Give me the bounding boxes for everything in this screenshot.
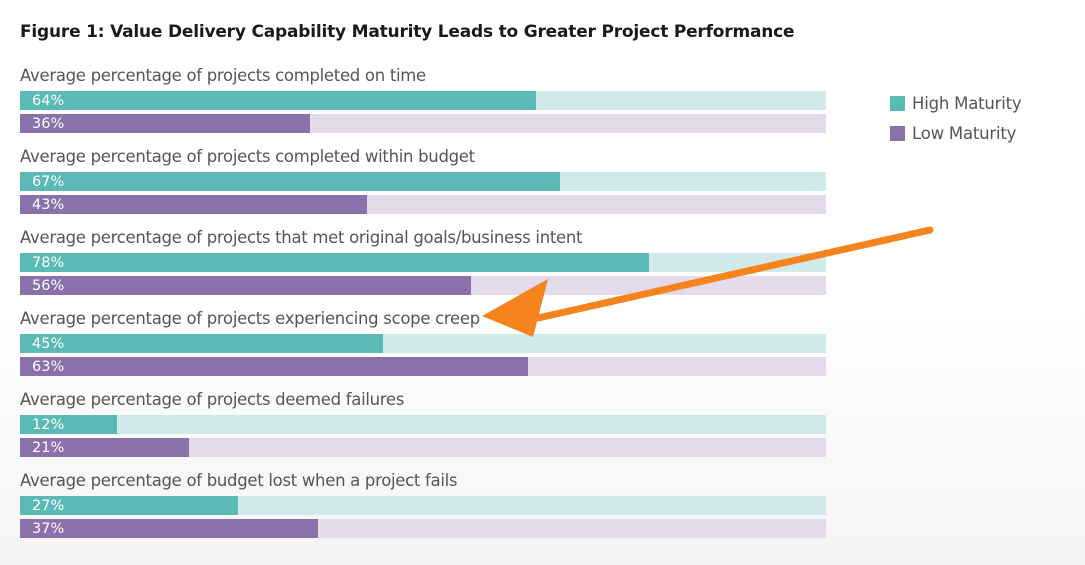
category-label: Average percentage of projects deemed fa… [20, 390, 405, 409]
data-label: 64% [32, 93, 65, 109]
low-maturity-track: 63% [20, 357, 826, 376]
high-maturity-track: 64% [20, 91, 826, 110]
data-label: 67% [32, 174, 65, 190]
data-label: 12% [32, 417, 65, 433]
category-label: Average percentage of projects experienc… [20, 309, 480, 328]
bar-group: Average percentage of projects deemed fa… [20, 390, 826, 471]
bar-group: Average percentage of projects experienc… [20, 309, 826, 390]
data-label: 37% [32, 521, 65, 537]
low-maturity-bar [20, 357, 528, 376]
bar-group: Average percentage of projects completed… [20, 147, 826, 228]
low-maturity-track: 56% [20, 276, 826, 295]
bar-group: Average percentage of projects completed… [20, 66, 826, 147]
high-maturity-bar [20, 172, 561, 191]
legend-item: High Maturity [890, 88, 1022, 118]
bar-group: Average percentage of budget lost when a… [20, 471, 826, 552]
legend-swatch [890, 95, 905, 111]
data-label: 63% [32, 359, 65, 375]
high-maturity-track: 67% [20, 172, 826, 191]
bar-groups: Average percentage of projects completed… [20, 66, 826, 552]
low-maturity-bar [20, 114, 311, 133]
category-label: Average percentage of projects that met … [20, 228, 583, 247]
data-label: 78% [32, 255, 65, 271]
high-maturity-track: 45% [20, 334, 826, 353]
low-maturity-bar [20, 438, 190, 457]
data-label: 56% [32, 278, 65, 294]
data-label: 43% [32, 197, 65, 213]
low-maturity-bar [20, 195, 367, 214]
data-label: 21% [32, 440, 65, 456]
data-label: 27% [32, 498, 65, 514]
high-maturity-track: 12% [20, 415, 826, 434]
low-maturity-track: 21% [20, 438, 826, 457]
high-maturity-track: 78% [20, 253, 826, 272]
low-maturity-bar [20, 276, 472, 295]
low-maturity-track: 43% [20, 195, 826, 214]
low-maturity-track: 37% [20, 519, 826, 538]
legend-label: High Maturity [912, 93, 1022, 113]
bar-group: Average percentage of projects that met … [20, 228, 826, 309]
high-maturity-bar [20, 415, 117, 434]
data-label: 45% [32, 336, 65, 352]
high-maturity-bar [20, 253, 649, 272]
low-maturity-track: 36% [20, 114, 826, 133]
chart-title: Figure 1: Value Delivery Capability Matu… [20, 22, 795, 42]
data-label: 36% [32, 116, 65, 132]
category-label: Average percentage of projects completed… [20, 66, 426, 85]
high-maturity-bar [20, 334, 383, 353]
high-maturity-bar [20, 496, 238, 515]
category-label: Average percentage of budget lost when a… [20, 471, 458, 490]
legend-label: Low Maturity [912, 123, 1017, 143]
high-maturity-bar [20, 91, 536, 110]
high-maturity-track: 27% [20, 496, 826, 515]
legend-item: Low Maturity [890, 118, 1021, 148]
legend-swatch [890, 125, 905, 141]
low-maturity-bar [20, 519, 319, 538]
legend: High Maturity Low Maturity [890, 88, 1022, 148]
category-label: Average percentage of projects completed… [20, 147, 475, 166]
